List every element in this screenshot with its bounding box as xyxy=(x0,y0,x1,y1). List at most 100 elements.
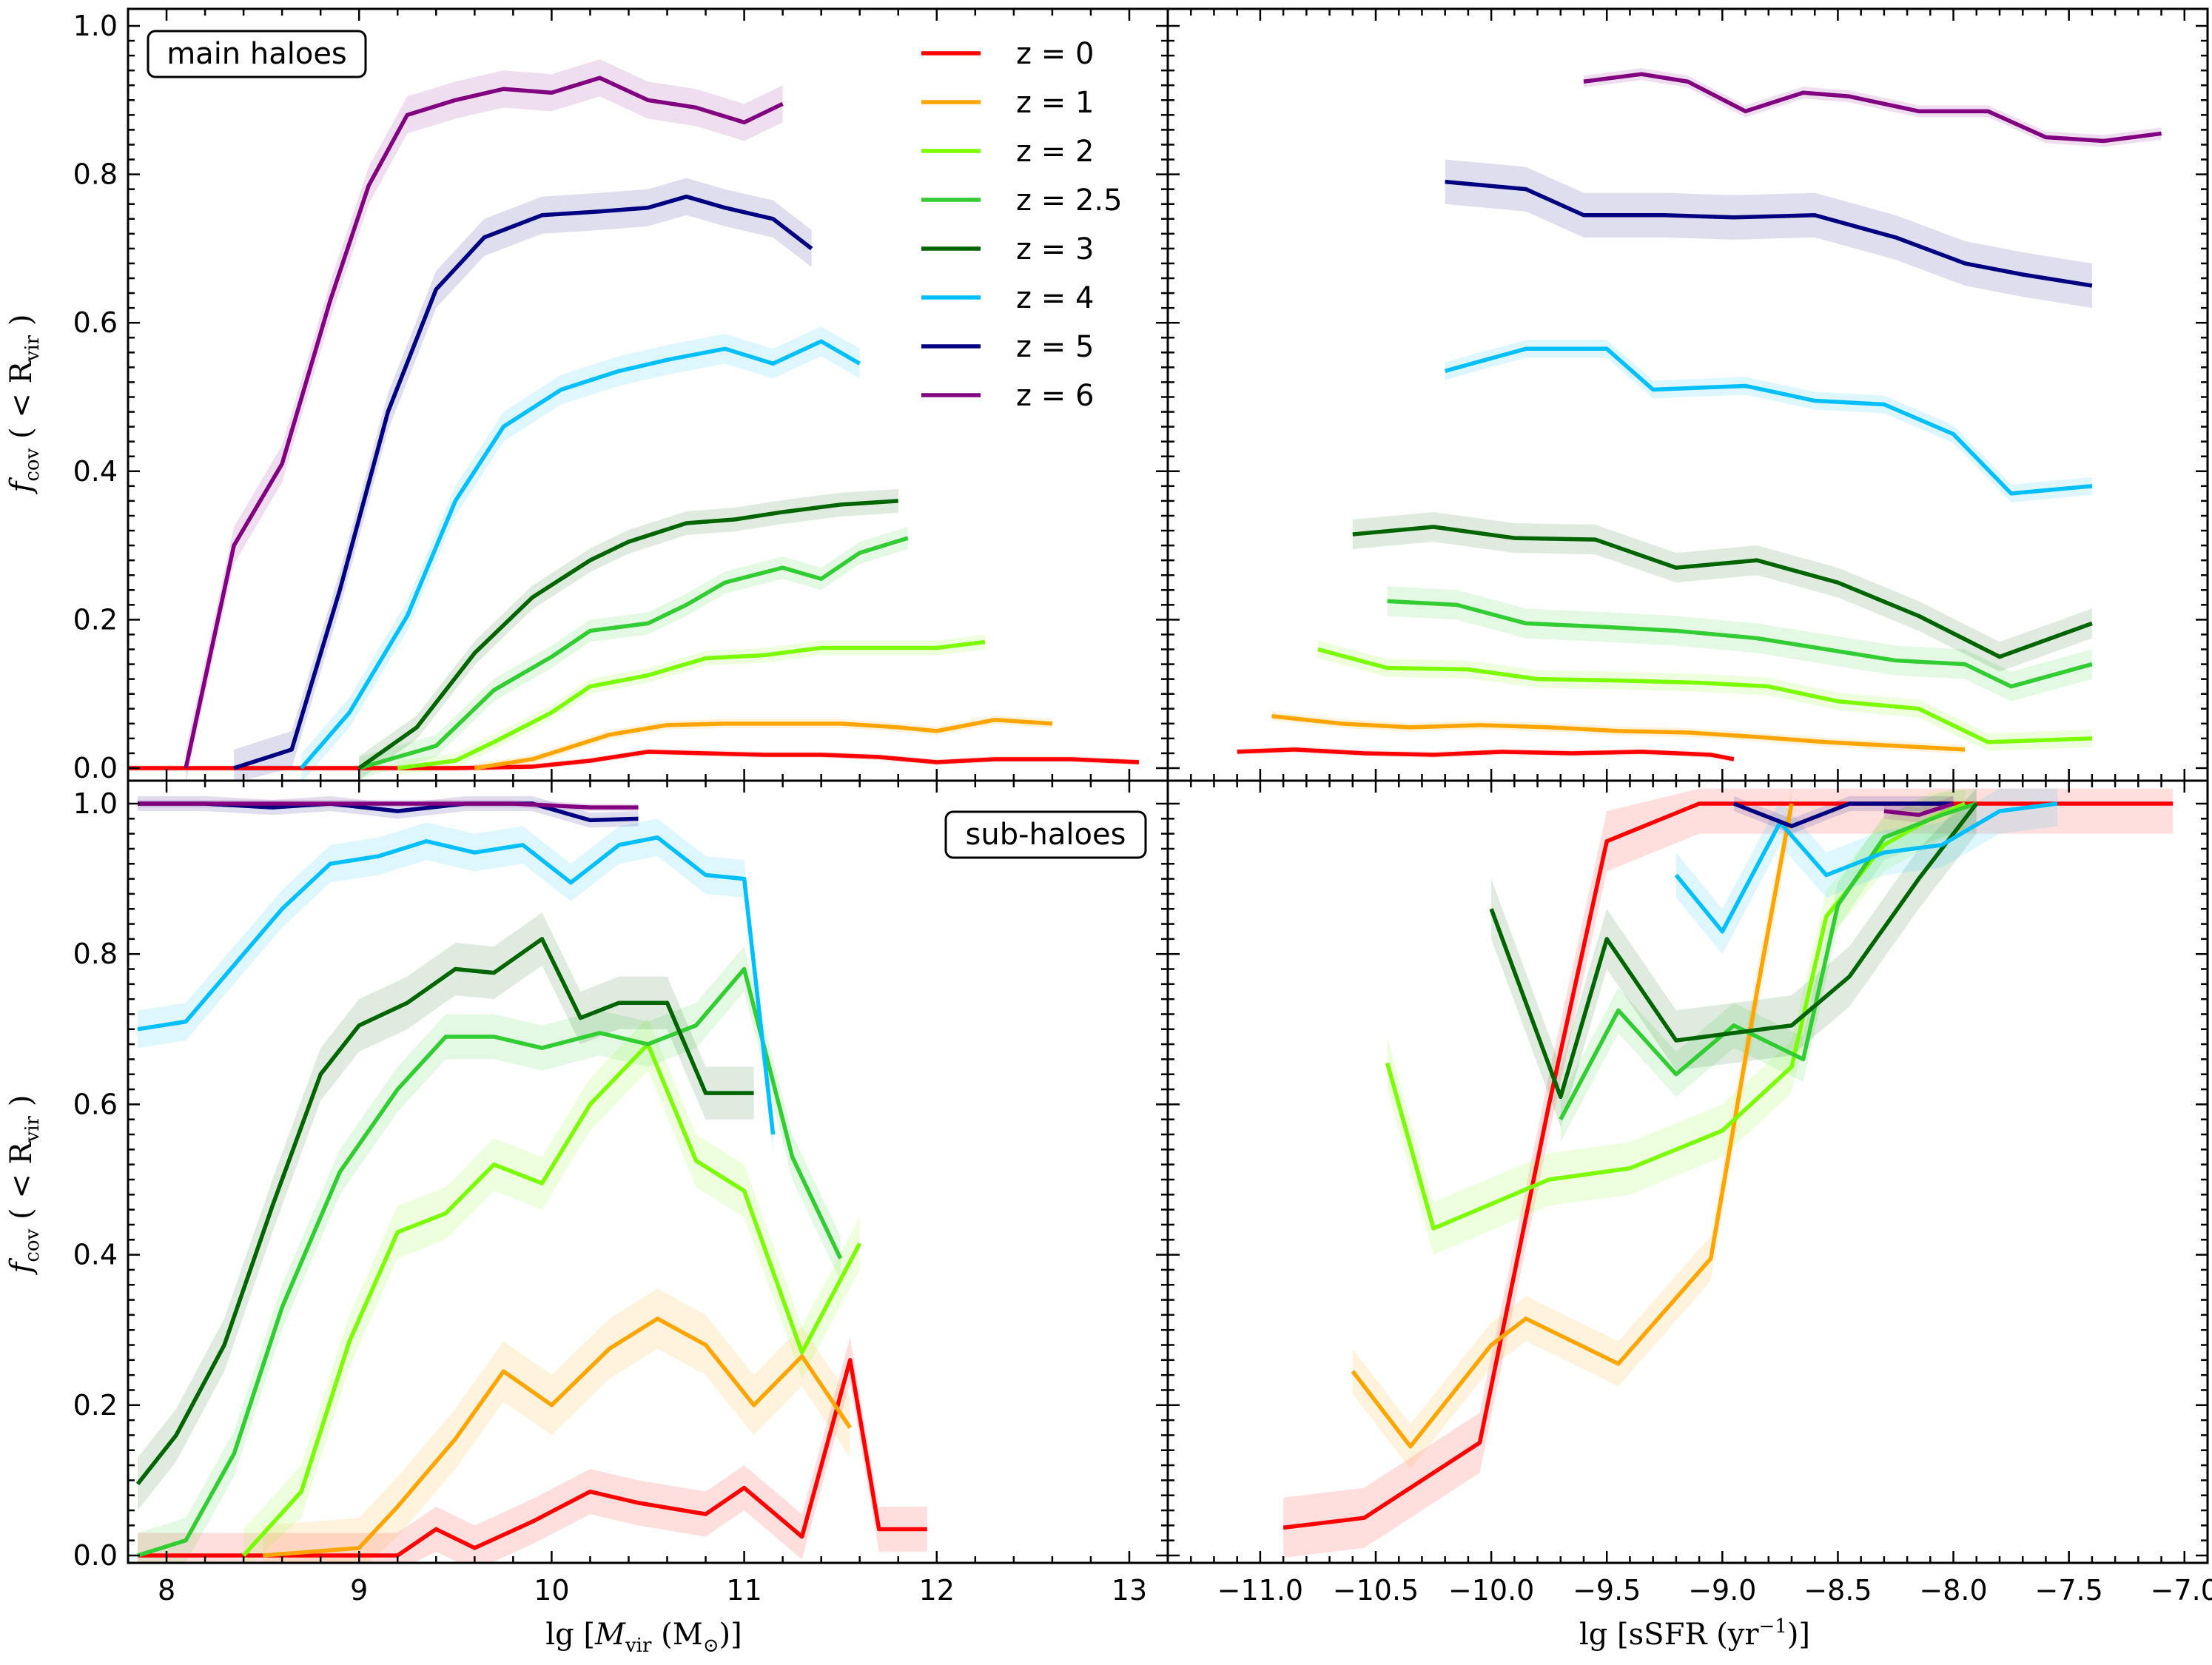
band-ssfr-sub-z2 xyxy=(1387,788,1966,1255)
series-line-ssfr-sub-z2 xyxy=(1385,801,1966,1231)
legend-item: z = 2.5 xyxy=(921,184,1123,218)
legend-item: z = 0 xyxy=(921,37,1094,71)
legend-label: z = 5 xyxy=(1016,330,1094,364)
band-mass-main-z3 xyxy=(359,488,898,781)
series-line-ssfr-main-z5 xyxy=(1445,179,2093,288)
series-line-mass-sub-z2.5 xyxy=(137,966,843,1558)
series-line-mass-main-z0 xyxy=(128,750,1140,770)
series-line-mass-main-z1 xyxy=(474,718,1053,770)
ytick-label: 0.2 xyxy=(73,603,118,636)
series-line-ssfr-main-z3 xyxy=(1352,525,2093,659)
band-ssfr-main-z2.5 xyxy=(1387,586,2092,702)
panels: 0.00.20.40.60.81.00.00.20.40.60.81.08 9 10… xyxy=(73,7,2212,1607)
ytick-label: 1.0 xyxy=(73,10,118,42)
legend-label: z = 1 xyxy=(1016,86,1094,120)
panel-frame-ssfr-sub xyxy=(1166,779,2209,1564)
series-line-mass-sub-z3 xyxy=(135,937,754,1486)
panel-ssfr-sub: −11.0 −10.5 −10.0 −9.5 −9.0 −8.5 −8.0 −7.5 −7.0 xyxy=(1166,779,2212,1607)
band-ssfr-sub-z2.5 xyxy=(1560,788,1977,1143)
x-axis-label-ssfr: lg [sSFR (yr−1)] xyxy=(1579,1615,1810,1652)
band-mass-main-z0 xyxy=(128,748,1139,772)
legend-item: z = 4 xyxy=(921,281,1094,315)
ytick-label: 0.4 xyxy=(73,455,118,488)
series-line-ssfr-main-z2 xyxy=(1317,647,2092,744)
panel-mass-main: 0.0 0.2 0.4 0.6 0.8 1.0 xyxy=(73,7,1169,784)
band-ssfr-main-z6 xyxy=(1584,68,2162,147)
xtick-label: −11.0 xyxy=(1217,1574,1303,1607)
legend-item: z = 2 xyxy=(921,135,1094,169)
ytick-label: 0.6 xyxy=(73,1088,118,1120)
legend-label: z = 2 xyxy=(1016,135,1094,169)
plot-area-mass-main xyxy=(128,59,1140,781)
band-ssfr-main-z4 xyxy=(1445,340,2092,502)
band-ssfr-main-z2 xyxy=(1317,640,2092,751)
legend-label: z = 6 xyxy=(1016,379,1094,413)
ytick-label: 0.4 xyxy=(73,1239,118,1271)
series-line-ssfr-main-z1 xyxy=(1271,714,1966,752)
panel-tag-sub-text: sub-haloes xyxy=(966,818,1126,852)
plot-area-ssfr-main xyxy=(1237,68,2162,762)
ytick-label: 0.0 xyxy=(73,1539,118,1572)
series-line-ssfr-sub-z0 xyxy=(1283,801,2174,1530)
series-line-ssfr-main-z4 xyxy=(1444,346,2093,496)
legend-item: z = 5 xyxy=(921,330,1094,364)
xtick-label: −9.5 xyxy=(1573,1574,1641,1607)
y-axis-label-bottom: fcov ( < Rvir ) xyxy=(4,1095,44,1276)
band-mass-sub-z2 xyxy=(243,1018,860,1563)
legend-label: z = 0 xyxy=(1016,37,1094,71)
xtick-label: 13 xyxy=(1112,1574,1147,1607)
series-line-mass-main-z2.5 xyxy=(358,536,909,770)
series-line-mass-main-z6 xyxy=(184,75,784,769)
ytick-label: 0.6 xyxy=(73,306,118,339)
series-line-ssfr-sub-z3 xyxy=(1489,802,1978,1099)
series-line-mass-sub-z0 xyxy=(138,1358,927,1558)
series-line-mass-main-z2 xyxy=(397,639,986,770)
series-line-mass-sub-z4 xyxy=(137,835,776,1135)
x-axis-label-mass: lg [Mvir (M⊙)] xyxy=(545,1618,742,1657)
xtick-label: −8.0 xyxy=(1919,1574,1987,1607)
band-mass-main-z5 xyxy=(234,178,812,781)
series-line-mass-sub-z1 xyxy=(262,1316,852,1558)
band-mass-main-z6 xyxy=(186,59,783,781)
series-line-mass-main-z4 xyxy=(300,339,861,770)
band-ssfr-sub-z4 xyxy=(1675,788,2058,955)
legend-item: z = 1 xyxy=(921,86,1094,120)
xtick-label: 9 xyxy=(350,1574,368,1607)
y-axis-label-top: fcov ( < Rvir ) xyxy=(4,314,44,495)
series-line-mass-sub-z6 xyxy=(138,801,639,810)
band-ssfr-main-z3 xyxy=(1352,511,2092,672)
band-mass-sub-z4 xyxy=(138,818,773,1154)
xtick-label: −9.0 xyxy=(1688,1574,1756,1607)
panel-tag-sub: sub-haloes xyxy=(944,810,1147,859)
panel-tag-main-text: main haloes xyxy=(167,37,347,71)
series-line-mass-main-z3 xyxy=(357,499,898,770)
panel-tag-main: main haloes xyxy=(147,30,367,78)
legend-item: z = 3 xyxy=(921,232,1094,266)
plot-area-ssfr-sub xyxy=(1283,788,2174,1558)
series-line-ssfr-sub-z2.5 xyxy=(1559,801,1977,1121)
series-line-ssfr-sub-z1 xyxy=(1351,803,1794,1449)
legend-label: z = 4 xyxy=(1016,281,1094,315)
ytick-label: 0.0 xyxy=(73,752,118,784)
xtick-label: −8.5 xyxy=(1803,1574,1872,1607)
series-line-ssfr-main-z2.5 xyxy=(1387,599,2093,689)
legend-label: z = 2.5 xyxy=(1016,184,1123,218)
ytick-label: 0.2 xyxy=(73,1389,118,1422)
legend: z = 0 z = 1 z = 2 z = 2.5 z = 3 z = 4 z = 5 z =… xyxy=(921,37,1123,413)
xtick-label: −7.0 xyxy=(2151,1574,2212,1607)
plot-area-mass-sub xyxy=(135,796,927,1563)
xtick-label: 8 xyxy=(158,1574,175,1607)
panel-ssfr-main xyxy=(1166,7,2209,782)
legend-label: z = 3 xyxy=(1016,232,1094,266)
band-mass-sub-z0 xyxy=(138,1337,927,1563)
band-ssfr-main-z5 xyxy=(1445,159,2092,309)
legend-item: z = 6 xyxy=(921,379,1094,413)
series-line-ssfr-main-z6 xyxy=(1583,72,2162,144)
series-line-ssfr-sub-z4 xyxy=(1674,801,2058,934)
ytick-label: 0.8 xyxy=(73,938,118,970)
xtick-label: −10.5 xyxy=(1333,1574,1419,1607)
xtick-label: −10.0 xyxy=(1448,1574,1534,1607)
xtick-label: 12 xyxy=(919,1574,955,1607)
series-line-ssfr-main-z0 xyxy=(1237,747,1735,761)
